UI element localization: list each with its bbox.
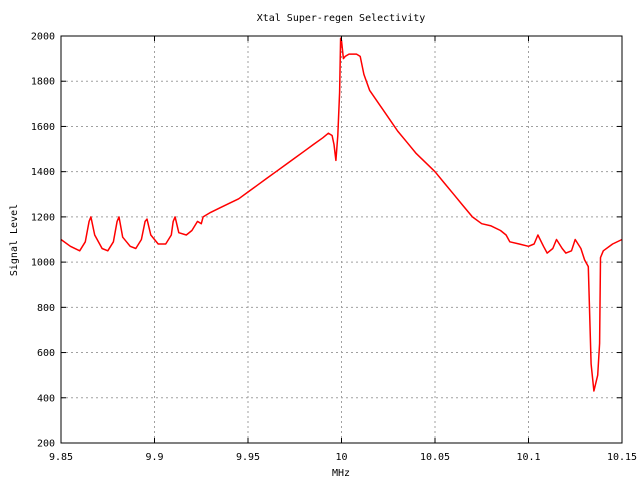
x-axis-label: MHz bbox=[332, 468, 350, 479]
x-tick-label: 10 bbox=[335, 452, 347, 463]
y-tick-label: 1400 bbox=[31, 167, 55, 178]
y-tick-label: 600 bbox=[37, 348, 55, 359]
x-tick-label: 9.95 bbox=[236, 452, 260, 463]
x-tick-label: 10.1 bbox=[516, 452, 540, 463]
x-tick-label: 10.05 bbox=[420, 452, 450, 463]
signal-level-series-line bbox=[60, 37, 623, 392]
x-tick-label: 9.85 bbox=[49, 452, 73, 463]
y-tick-label: 200 bbox=[37, 439, 55, 450]
y-tick-label: 1000 bbox=[31, 258, 55, 269]
chart-title: Xtal Super-regen Selectivity bbox=[257, 13, 426, 24]
plot-area bbox=[60, 37, 623, 392]
x-tick-label: 10.15 bbox=[607, 452, 637, 463]
y-tick-label: 400 bbox=[37, 393, 55, 404]
y-axis-label: Signal Level bbox=[9, 204, 20, 276]
x-tick-label: 9.9 bbox=[145, 452, 163, 463]
grid-lines bbox=[61, 36, 622, 443]
x-axis-ticks: 9.85 9.9 9.95 10 10.05 10.1 10.15 bbox=[49, 36, 637, 463]
y-tick-label: 800 bbox=[37, 303, 55, 314]
y-tick-label: 1600 bbox=[31, 122, 55, 133]
y-tick-label: 1800 bbox=[31, 77, 55, 88]
y-tick-label: 1200 bbox=[31, 212, 55, 223]
y-axis-ticks: 200 400 600 800 1000 1200 1400 1600 1800 2000 bbox=[31, 32, 622, 450]
y-tick-label: 2000 bbox=[31, 32, 55, 43]
